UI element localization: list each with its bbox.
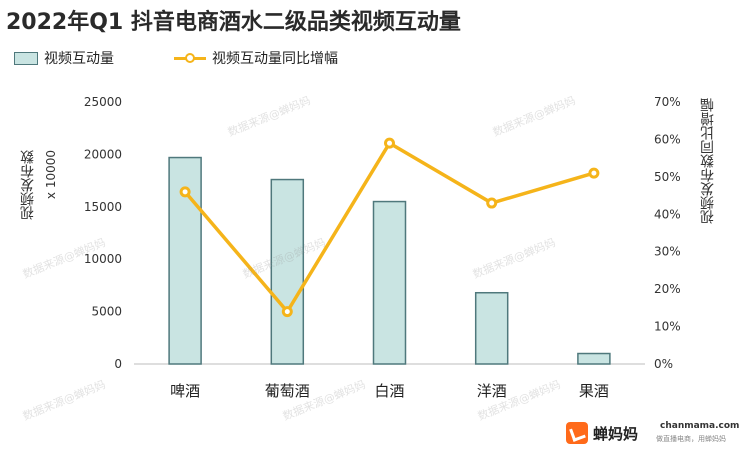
legend-item-line: 视频互动量同比增幅 (174, 48, 338, 68)
y-right-tick-label: 0% (654, 357, 673, 371)
y-right-tick-label: 20% (654, 282, 681, 296)
y-right-tick-label: 10% (654, 320, 681, 334)
x-category-label: 白酒 (374, 382, 404, 400)
x-category-label: 果酒 (579, 382, 609, 400)
bar (577, 352, 611, 365)
legend-item-bar: 视频互动量 (14, 48, 114, 68)
y-left-tick-label: 25000 (84, 95, 122, 109)
line-point (281, 306, 293, 318)
y-left-tick-label: 5000 (91, 305, 122, 319)
brand-slogan: 做直播电商，用蝉妈妈 (656, 435, 726, 443)
bar (474, 291, 509, 365)
line-point (179, 186, 191, 198)
line-point (486, 197, 498, 209)
brand-site: chanmama.com (660, 421, 740, 431)
legend-bar-swatch (14, 51, 38, 65)
y-left-tick-label: 10000 (84, 252, 122, 266)
x-category-label: 洋酒 (477, 382, 507, 400)
y-right-tick-label: 30% (654, 245, 681, 259)
y-right-tick-label: 70% (654, 95, 681, 109)
bar (372, 200, 407, 365)
y-left-tick-label: 0 (114, 357, 122, 371)
brand-logo: 蝉妈妈 (566, 422, 638, 444)
legend-line-swatch (174, 51, 206, 65)
x-category-label: 葡萄酒 (265, 382, 310, 400)
line-point (384, 137, 395, 149)
y-right-tick-label: 60% (654, 132, 681, 146)
y-left-tick-label: 15000 (84, 200, 122, 214)
legend-line-label: 视频互动量同比增幅 (212, 51, 338, 67)
y-left-tick-label: 20000 (84, 147, 122, 161)
x-category-label: 啤酒 (170, 382, 200, 400)
y-right-tick-label: 50% (654, 170, 681, 184)
bar (270, 178, 305, 365)
chart-title: 2022年Q1 抖音电商酒水二级品类视频互动量 (6, 10, 461, 35)
brand-logo-icon (566, 422, 588, 444)
y-right-tick-label: 40% (654, 207, 681, 221)
line-point (588, 167, 600, 179)
legend-bar-label: 视频互动量 (44, 51, 114, 67)
brand-name: 蝉妈妈 (593, 424, 639, 443)
